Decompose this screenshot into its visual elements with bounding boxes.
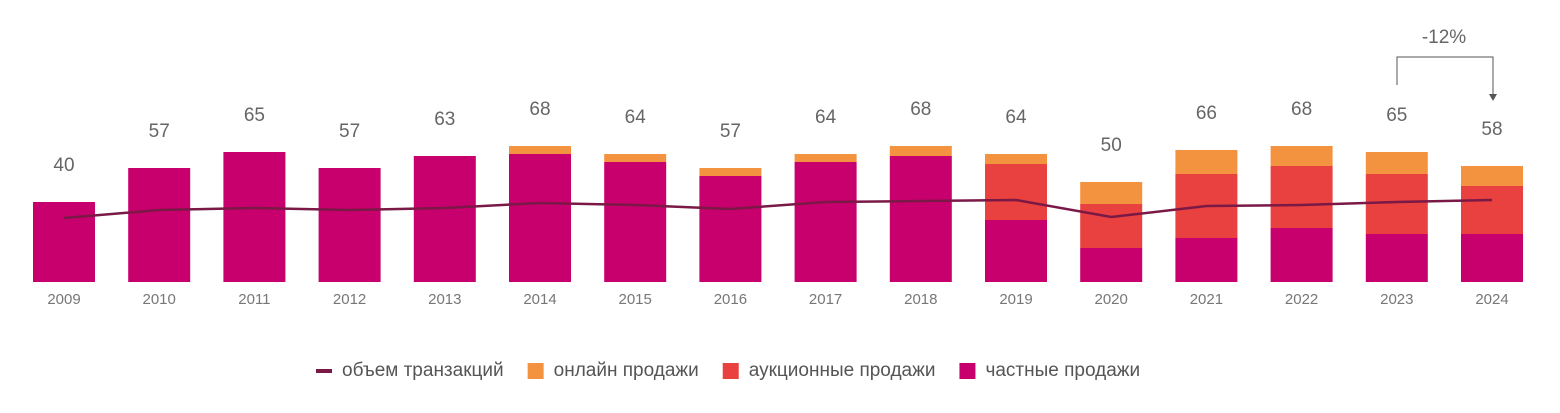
x-tick-label: 2016	[714, 291, 747, 308]
bar-segment	[1461, 234, 1523, 282]
bar-segment	[985, 220, 1047, 282]
bar-segment	[413, 156, 476, 282]
total-label: 68	[1291, 99, 1312, 120]
x-tick-label: 2012	[333, 291, 366, 308]
x-tick-label: 2018	[904, 291, 937, 308]
bar-segment	[794, 154, 857, 162]
bar-segment	[1461, 186, 1523, 234]
total-label: 68	[529, 99, 550, 120]
legend-swatch	[527, 363, 544, 379]
total-label: 68	[910, 99, 931, 120]
line	[63, 198, 1493, 220]
bar-segment	[794, 162, 857, 282]
annotation-arrow	[1489, 94, 1497, 101]
x-tick-label: 2024	[1475, 291, 1508, 308]
bar-segment	[509, 146, 571, 154]
annotation: -12%	[1422, 27, 1466, 48]
legend-label: аукционные продажи	[749, 360, 936, 381]
bar-segment	[699, 168, 762, 176]
x-tick-label: 2019	[999, 291, 1032, 308]
bar-segment	[1080, 204, 1143, 248]
total-label: 40	[53, 155, 74, 176]
bar-segment	[1270, 228, 1333, 282]
total-label: 65	[244, 105, 265, 126]
legend-swatch	[959, 363, 976, 379]
total-label: 65	[1386, 105, 1407, 126]
bar-segment	[1365, 152, 1428, 174]
x-tick-label: 2021	[1190, 291, 1223, 308]
bar-segment	[889, 146, 952, 156]
legend-label: объем транзакций	[342, 360, 504, 381]
bar-segment	[604, 162, 667, 282]
bar-segment	[1270, 166, 1333, 228]
total-label: 64	[625, 107, 647, 128]
total-label: 64	[1005, 107, 1027, 128]
x-tick-label: 2017	[809, 291, 842, 308]
total-label: 66	[1196, 103, 1217, 124]
x-tick-label: 2011	[238, 291, 270, 308]
bar-segment	[1365, 234, 1428, 282]
bar-segment	[1461, 166, 1523, 186]
x-tick-label: 2009	[47, 291, 80, 308]
bar-segment	[1080, 182, 1143, 204]
x-tick-label: 2023	[1380, 291, 1413, 308]
bar-segment	[1080, 248, 1143, 282]
bar-segment	[318, 168, 381, 282]
total-label: 57	[720, 121, 741, 142]
bar-segment	[223, 152, 286, 282]
bar-segment	[1175, 238, 1238, 282]
bar-segment	[889, 156, 952, 282]
total-label: 64	[815, 107, 837, 128]
total-label: 50	[1101, 135, 1122, 156]
bar-segment	[509, 154, 571, 282]
bar-segment	[1365, 174, 1428, 234]
total-label: 57	[149, 121, 170, 142]
bar-segment	[985, 154, 1047, 164]
annotation-bracket	[1396, 56, 1494, 96]
x-tick-label: 2010	[143, 291, 176, 308]
total-label: 63	[434, 109, 455, 130]
bar-segment	[985, 164, 1047, 220]
total-label: 57	[339, 121, 360, 142]
bar-segment	[1270, 146, 1333, 166]
bar-segment	[699, 176, 762, 282]
legend-label: онлайн продажи	[554, 360, 699, 381]
x-tick-label: 2013	[428, 291, 461, 308]
legend-swatch	[722, 363, 739, 379]
legend-label: частные продажи	[985, 360, 1140, 381]
bar-segment	[1175, 150, 1238, 174]
total-label: 58	[1481, 119, 1502, 140]
x-tick-label: 2015	[619, 291, 652, 308]
x-tick-label: 2022	[1285, 291, 1318, 308]
x-tick-label: 2020	[1095, 291, 1128, 308]
x-tick-label: 2014	[523, 291, 556, 308]
bar-segment	[128, 168, 191, 282]
bar-segment	[33, 202, 95, 282]
bar-segment	[604, 154, 667, 162]
